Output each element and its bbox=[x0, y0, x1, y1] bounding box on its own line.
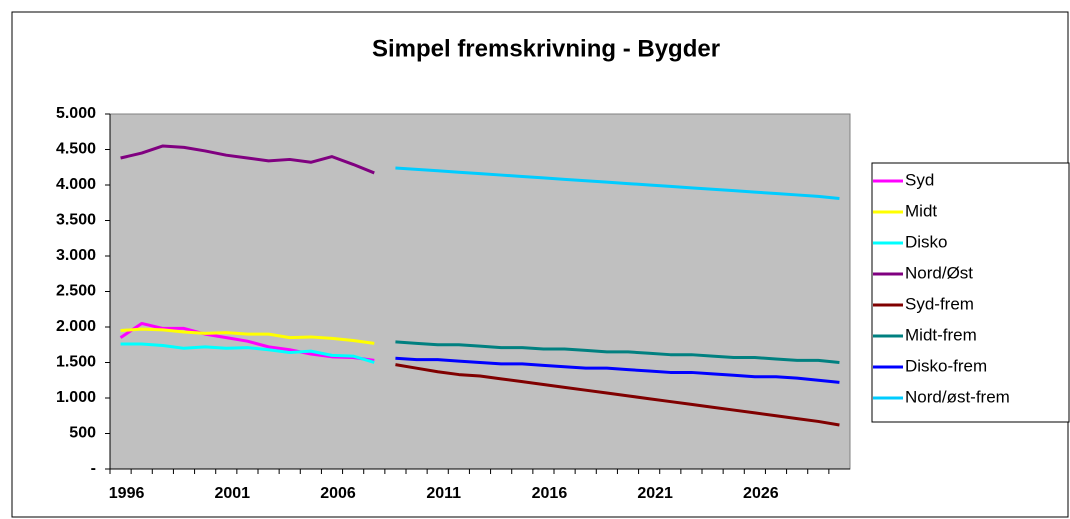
series-line bbox=[395, 356, 840, 384]
x-tick-label: 2006 bbox=[320, 485, 356, 502]
chart-title: Simpel fremskrivning - Bygder bbox=[372, 35, 720, 62]
series-line bbox=[120, 342, 375, 364]
x-tick-label: 2011 bbox=[426, 485, 461, 502]
series-line bbox=[120, 327, 375, 345]
legend-label: Disko-frem bbox=[905, 356, 987, 375]
legend-label: Nord/øst-frem bbox=[905, 387, 1010, 406]
y-tick-label: 4.000 bbox=[56, 176, 96, 193]
y-tick-label: 2.500 bbox=[56, 283, 96, 300]
x-tick-label: 2001 bbox=[214, 485, 250, 502]
plot-area bbox=[109, 113, 851, 470]
series-line bbox=[395, 363, 840, 427]
series-line bbox=[395, 340, 840, 364]
x-tick-label: 2021 bbox=[637, 485, 673, 502]
y-tick-label: 4.500 bbox=[56, 141, 96, 158]
legend-label: Midt-frem bbox=[905, 325, 977, 344]
legend-label: Disko bbox=[905, 232, 948, 251]
y-tick-label: 5.000 bbox=[56, 105, 96, 122]
y-tick-label: 2.000 bbox=[56, 318, 96, 335]
y-tick-label: 1.000 bbox=[56, 389, 96, 406]
y-tick-label: 1.500 bbox=[56, 354, 96, 371]
legend-label: Nord/Øst bbox=[905, 263, 973, 282]
x-tick-label: 1996 bbox=[109, 485, 145, 502]
x-tick-label: 2026 bbox=[743, 485, 779, 502]
y-tick-label: 500 bbox=[69, 425, 96, 442]
series-line bbox=[395, 166, 840, 200]
y-tick-label: 3.500 bbox=[56, 212, 96, 229]
legend-box bbox=[871, 162, 1070, 423]
legend-label: Midt bbox=[905, 201, 937, 220]
legend-label: Syd bbox=[905, 170, 934, 189]
legend-label: Syd-frem bbox=[905, 294, 974, 313]
y-tick-label: - bbox=[91, 460, 96, 477]
y-tick-label: 3.000 bbox=[56, 247, 96, 264]
series-line bbox=[120, 144, 375, 175]
x-tick-label: 2016 bbox=[532, 485, 568, 502]
